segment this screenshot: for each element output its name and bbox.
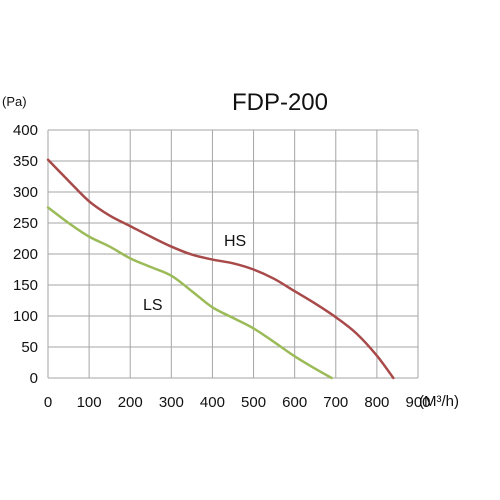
y-tick-label-0: 0	[30, 370, 38, 387]
y-tick-label-50: 50	[21, 339, 38, 356]
y-tick-label-350: 350	[13, 153, 38, 170]
series-line-hs	[46, 158, 395, 380]
tick-labels: 0 50 100 150 200 250 300 350 400 0 100 200 300 400 500…	[13, 122, 431, 411]
x-tick-label-500: 500	[241, 394, 266, 411]
x-tick-label-300: 300	[159, 394, 184, 411]
x-tick-label-600: 600	[282, 394, 307, 411]
y-tick-label-300: 300	[13, 184, 38, 201]
x-tick-label-700: 700	[323, 394, 348, 411]
chart-title: FDP-200	[232, 89, 328, 116]
series-lines	[46, 158, 395, 380]
series-label-hs: HS	[224, 233, 246, 250]
x-tick-label-100: 100	[77, 394, 102, 411]
y-tick-label-100: 100	[13, 308, 38, 325]
x-axis-unit-label: (M³/h)	[419, 393, 459, 410]
y-axis-unit-label: (Pa)	[2, 94, 27, 109]
series-line-ls	[46, 206, 333, 380]
y-tick-label-400: 400	[13, 122, 38, 139]
grid	[47, 129, 419, 379]
y-tick-label-250: 250	[13, 215, 38, 232]
x-tick-label-200: 200	[118, 394, 143, 411]
y-tick-label-200: 200	[13, 246, 38, 263]
x-tick-label-900: 900	[405, 394, 430, 411]
x-tick-label-0: 0	[44, 394, 52, 411]
y-tick-label-150: 150	[13, 277, 38, 294]
x-tick-label-800: 800	[364, 394, 389, 411]
series-label-ls: LS	[143, 297, 163, 314]
x-tick-label-400: 400	[200, 394, 225, 411]
